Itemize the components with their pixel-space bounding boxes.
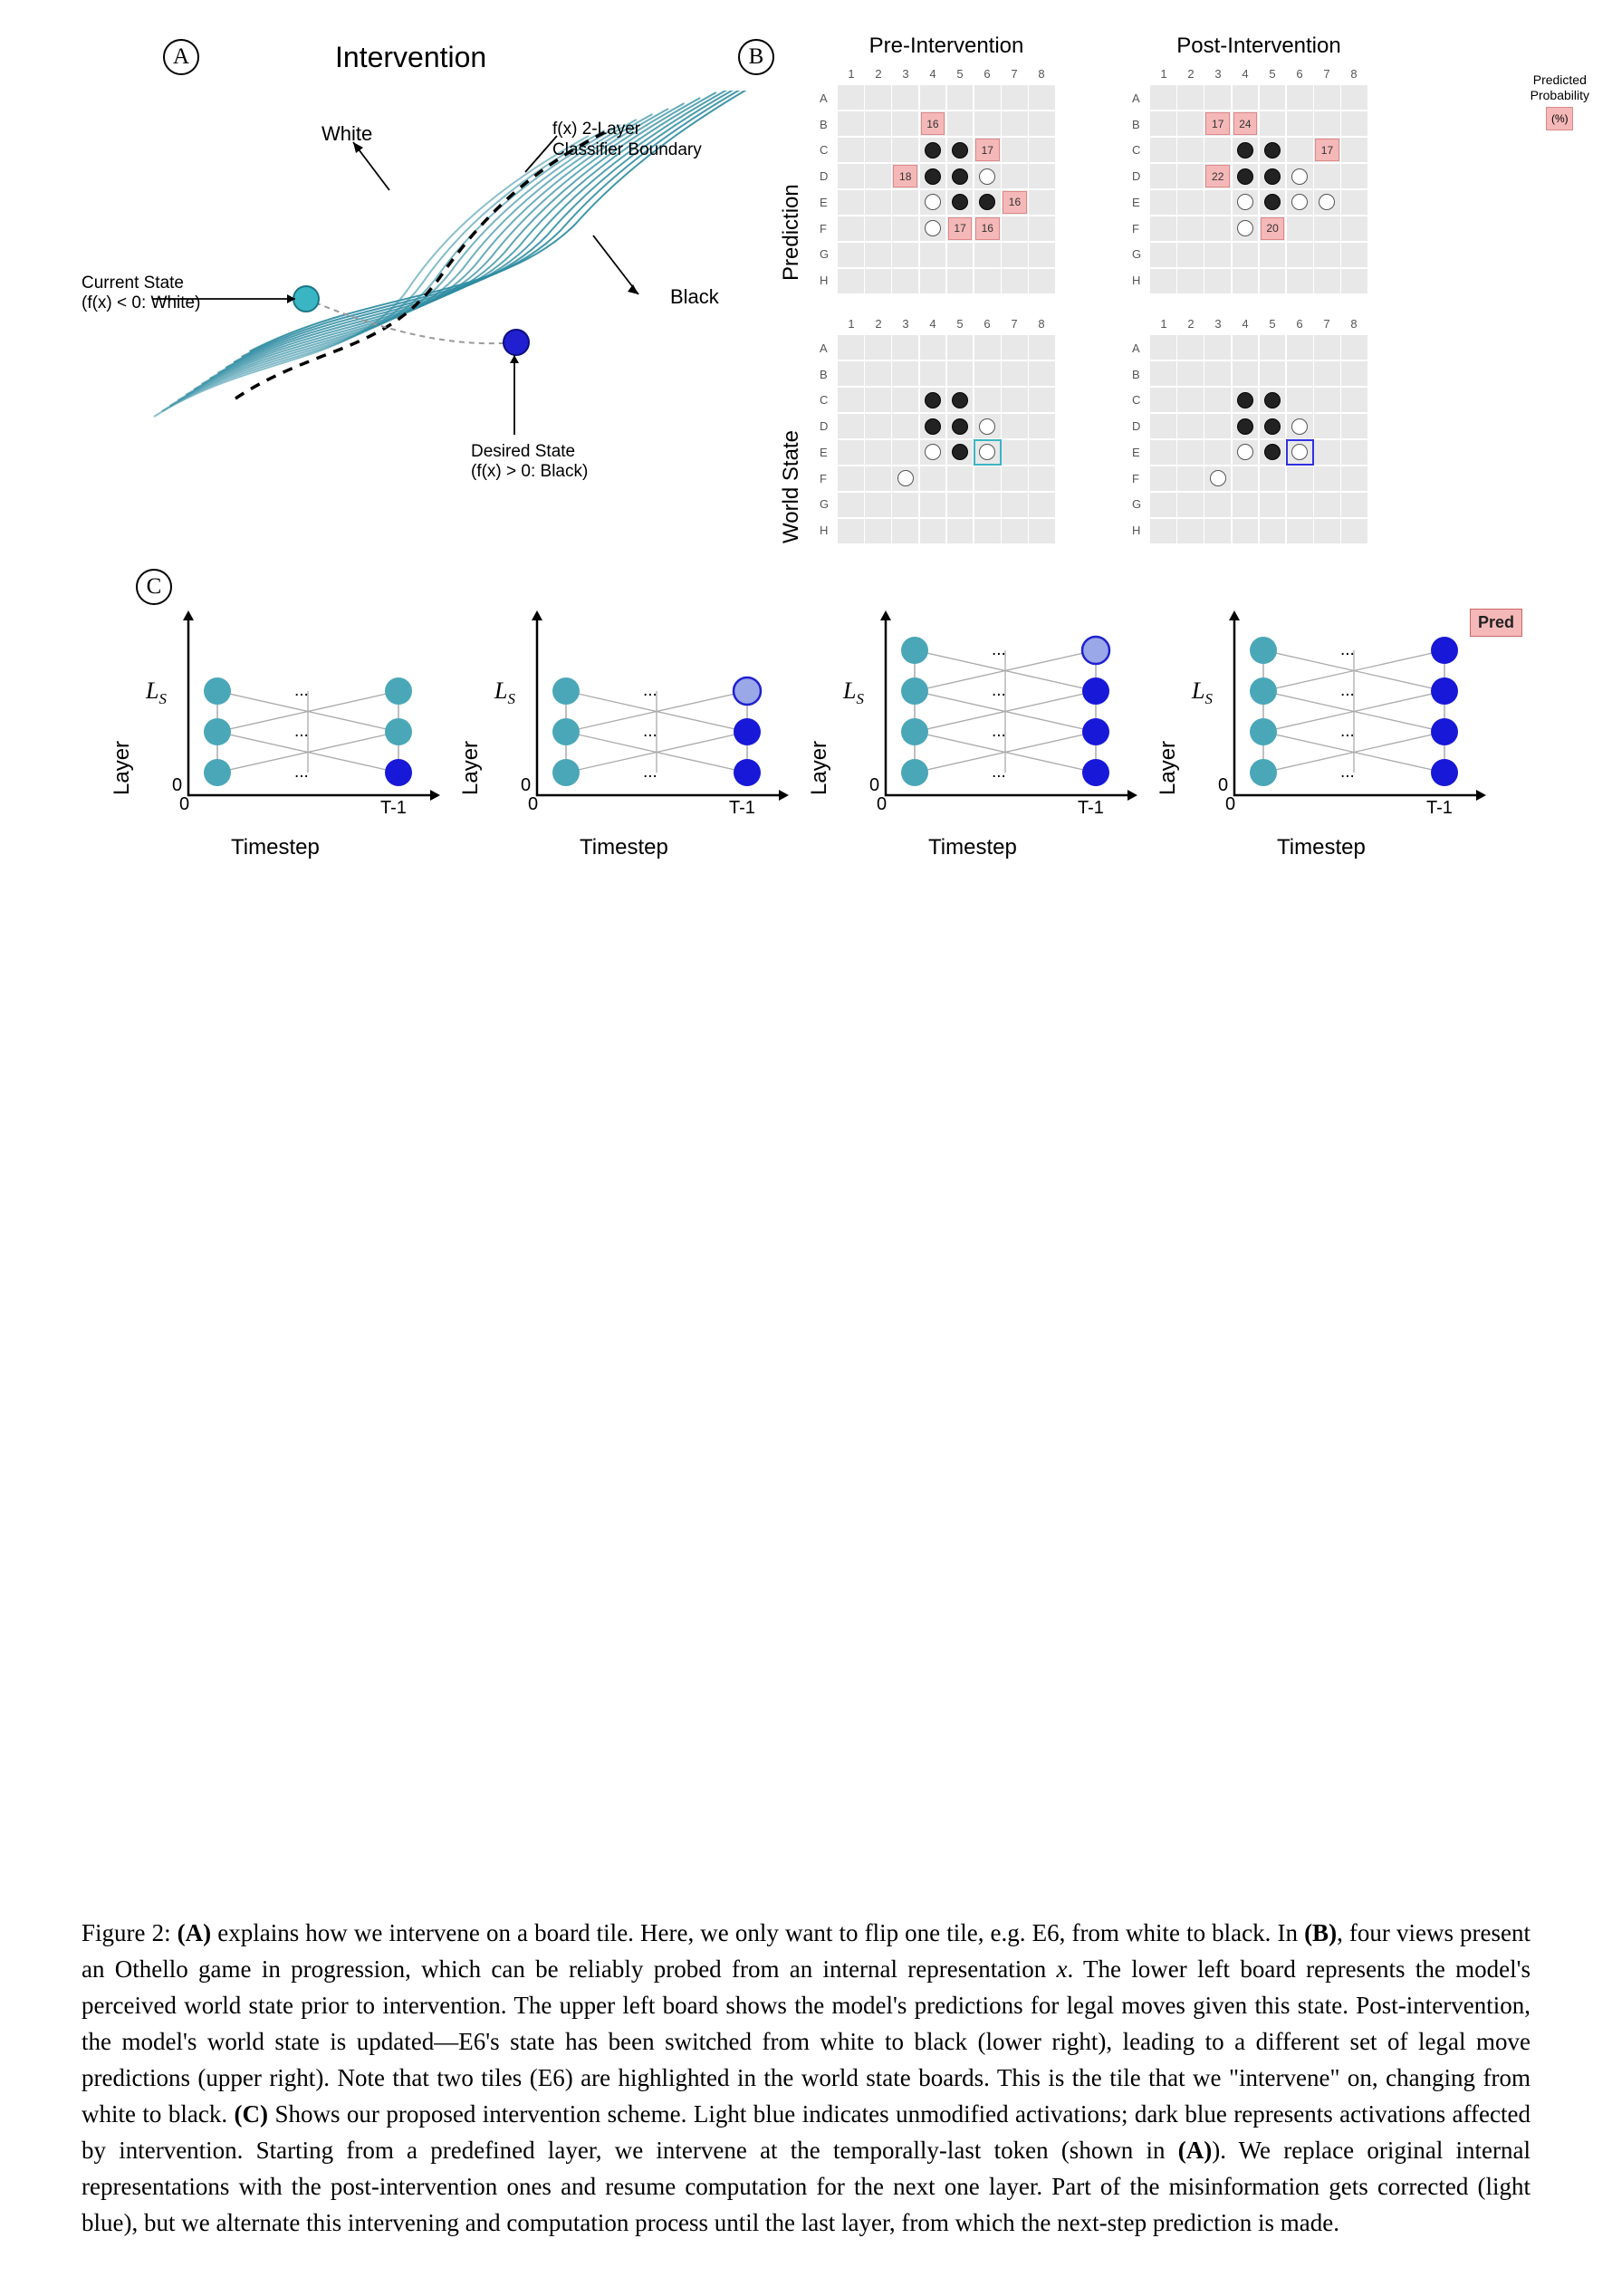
svg-text:...: ... [992, 640, 1006, 659]
svg-text:0: 0 [869, 775, 879, 795]
svg-text:...: ... [1340, 763, 1355, 782]
panel-c-label: C [136, 569, 172, 605]
svg-text:T-1: T-1 [729, 798, 755, 818]
svg-text:...: ... [1340, 640, 1355, 659]
board-world-pre: 12345678ABCDEFGH [811, 317, 1064, 543]
current-state-label: Current State (f(x) < 0: White) [82, 274, 200, 313]
svg-text:...: ... [294, 722, 309, 741]
svg-text:...: ... [643, 722, 657, 741]
col-title-pre: Pre-Intervention [811, 34, 1082, 59]
svg-text:...: ... [1340, 681, 1355, 700]
svg-text:0: 0 [1225, 794, 1235, 814]
row-title-worldstate: World State [779, 430, 804, 543]
svg-text:T-1: T-1 [380, 798, 407, 818]
svg-text:0: 0 [877, 794, 887, 814]
col-title-post: Post-Intervention [1123, 34, 1395, 59]
panel-b-label: B [738, 39, 774, 75]
board-prediction-post: 12345678ABCDEFGH1724172220 [1123, 67, 1377, 293]
svg-text:...: ... [294, 763, 309, 782]
pred-output-label: Pred [1470, 609, 1522, 637]
svg-text:0: 0 [528, 794, 538, 814]
panel-b: B Pre-Intervention Post-Intervention Pre… [761, 36, 1530, 571]
white-label: White [321, 122, 372, 145]
c-subplot-1: LayerTimestepLS0T-10......... [113, 605, 444, 859]
panel-a-title: Intervention [335, 41, 486, 74]
svg-text:...: ... [1340, 722, 1355, 741]
svg-text:...: ... [294, 681, 309, 700]
c-subplot-3: LayerTimestepLS0T-10............ [811, 605, 1141, 859]
svg-text:...: ... [643, 681, 657, 700]
svg-text:...: ... [992, 681, 1006, 700]
svg-text:...: ... [992, 763, 1006, 782]
predicted-probability-legend: Predicted Probability (%) [1530, 72, 1589, 130]
panel-a: A Intervention White Black f(x) 2-Layer … [82, 36, 752, 552]
svg-text:0: 0 [1218, 775, 1228, 795]
figure-container: A Intervention White Black f(x) 2-Layer … [82, 36, 1530, 1046]
row-title-prediction: Prediction [779, 184, 804, 281]
black-label: Black [670, 285, 719, 308]
panel-a-label: A [163, 39, 199, 75]
svg-text:T-1: T-1 [1426, 798, 1453, 818]
svg-text:0: 0 [179, 794, 189, 814]
board-world-post: 12345678ABCDEFGH [1123, 317, 1377, 543]
svg-text:0: 0 [172, 775, 182, 795]
boundary-label: f(x) 2-Layer Classifier Boundary [552, 120, 702, 161]
svg-text:0: 0 [521, 775, 531, 795]
svg-text:T-1: T-1 [1078, 798, 1104, 818]
figure-caption: Figure 2: (A) explains how we intervene … [82, 1916, 1530, 2242]
c-subplot-4: LayerTimestepLS0T-10............ [1159, 605, 1490, 859]
panel-c: C LayerTimestepLS0T-10......... LayerTim… [82, 580, 1530, 869]
svg-text:...: ... [992, 722, 1006, 741]
c-subplot-2: LayerTimestepLS0T-10......... [462, 605, 792, 859]
svg-text:...: ... [643, 763, 657, 782]
board-prediction-pre: 12345678ABCDEFGH161718161716 [811, 67, 1064, 293]
desired-state-label: Desired State (f(x) > 0: Black) [471, 442, 588, 482]
